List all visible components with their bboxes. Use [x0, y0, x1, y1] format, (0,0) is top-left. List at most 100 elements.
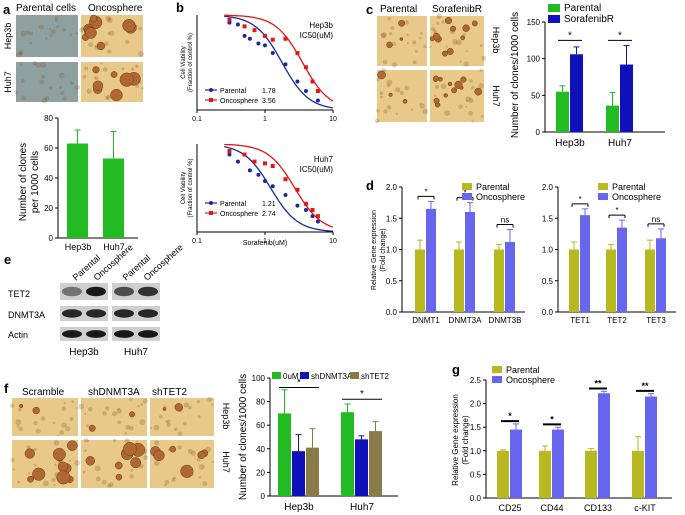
- cell-speck: [15, 419, 22, 426]
- cell-speck: [107, 31, 111, 35]
- y-tick-label: 80: [44, 114, 53, 123]
- row-label: Hep3b: [3, 23, 13, 50]
- y-tick-label: 0.0: [542, 308, 554, 317]
- bar: [617, 227, 627, 312]
- micrograph-parental-hep3b: [16, 15, 79, 58]
- cell-speck: [40, 415, 46, 421]
- legend-swatch: [548, 15, 560, 23]
- bar: [369, 431, 382, 496]
- significance-mark: *: [578, 195, 581, 204]
- cell-speck: [69, 33, 73, 37]
- y-tick-label: 40: [256, 445, 265, 454]
- cell-speck: [379, 91, 384, 96]
- y-axis-label: (Fraction of control %): [188, 33, 194, 92]
- cell-speck: [412, 60, 417, 65]
- cell-speck: [211, 461, 214, 464]
- col-label: shTET2: [152, 387, 187, 398]
- y-tick-label: 2.0: [542, 183, 554, 192]
- bar: [632, 450, 644, 498]
- cell-speck: [165, 420, 168, 423]
- colony-sphere: [474, 87, 483, 96]
- cell-speck: [116, 408, 122, 414]
- cell-speck: [94, 465, 101, 472]
- colony-sphere: [96, 41, 106, 51]
- y-axis-label: (Fold change): [461, 415, 470, 465]
- cell-speck: [117, 407, 120, 411]
- x-category-label: Huh7: [350, 502, 374, 513]
- cell-speck: [70, 81, 75, 85]
- x-axis-label: Sorafenib(uM): [243, 240, 287, 247]
- cell-speck: [84, 412, 87, 416]
- cell-speck: [19, 63, 23, 67]
- significance-mark: **: [594, 378, 602, 388]
- y-axis-label: Relative Gene expression: [451, 394, 460, 486]
- micrograph-bg: [12, 398, 78, 436]
- cell-speck: [129, 397, 133, 401]
- colony-sphere: [56, 470, 71, 485]
- micrograph-sorafenibr-huh7: [430, 68, 485, 123]
- fit-curve: [224, 14, 334, 102]
- bar: [454, 249, 464, 312]
- data-point: [270, 37, 275, 42]
- bar: [606, 105, 619, 132]
- legend-swatch: [300, 372, 309, 379]
- cell-line-label: Hep3b: [69, 347, 99, 358]
- blot-band: [86, 330, 106, 338]
- legend-swatch: [598, 183, 608, 190]
- cell-speck: [462, 32, 466, 37]
- data-point: [310, 208, 315, 212]
- data-point: [303, 65, 308, 70]
- cell-speck: [124, 431, 128, 435]
- cell-speck: [136, 440, 139, 443]
- cell-speck: [380, 32, 386, 39]
- cell-speck: [16, 424, 20, 428]
- micrograph-shtet2-hep3b: [149, 396, 214, 437]
- bar: [570, 54, 583, 133]
- cell-speck: [376, 77, 380, 82]
- x-category-label: DNMT3A: [449, 316, 483, 325]
- colony-sphere: [180, 464, 194, 478]
- cell-speck: [196, 400, 201, 404]
- legend-marker: [209, 98, 213, 102]
- colony-sphere: [462, 24, 470, 32]
- colony-sphere: [377, 70, 386, 80]
- cell-speck: [436, 21, 440, 26]
- y-axis-label: per 1000 cells: [30, 151, 41, 213]
- cell-speck: [55, 19, 58, 23]
- data-point: [283, 36, 288, 41]
- cell-speck: [88, 42, 93, 48]
- data-point: [252, 28, 257, 33]
- cell-speck: [459, 60, 462, 63]
- cell-speck: [35, 62, 42, 68]
- micrograph-bg: [150, 440, 214, 488]
- cell-speck: [12, 467, 16, 471]
- y-axis-label: Number of clones: [18, 143, 29, 221]
- legend-label: Parental: [612, 182, 646, 192]
- cell-speck: [153, 424, 160, 431]
- colony-sphere: [460, 76, 467, 83]
- cell-speck: [404, 85, 409, 91]
- y-axis-label: Number of clones/1000 cells: [510, 12, 521, 138]
- legend-swatch: [548, 4, 560, 12]
- data-point: [270, 184, 275, 189]
- data-point: [310, 79, 315, 84]
- data-point: [315, 214, 320, 219]
- colony-sphere: [169, 445, 177, 453]
- data-point: [270, 51, 275, 55]
- blot-band: [138, 309, 158, 318]
- cell-speck: [61, 406, 67, 411]
- cell-speck: [429, 45, 432, 49]
- cell-speck: [20, 79, 25, 83]
- col-label: Scramble: [22, 387, 65, 398]
- legend-label: Parental: [564, 3, 601, 14]
- cell-speck: [187, 448, 193, 454]
- cell-speck: [58, 86, 62, 90]
- data-point: [303, 201, 308, 206]
- legend-swatch: [350, 372, 359, 379]
- cell-speck: [471, 85, 475, 90]
- cell-speck: [198, 463, 205, 470]
- y-axis-label: Relative Gene expression: [371, 210, 378, 290]
- significance-mark: **: [641, 381, 649, 391]
- cell-speck: [53, 483, 56, 487]
- cell-speck: [86, 88, 92, 94]
